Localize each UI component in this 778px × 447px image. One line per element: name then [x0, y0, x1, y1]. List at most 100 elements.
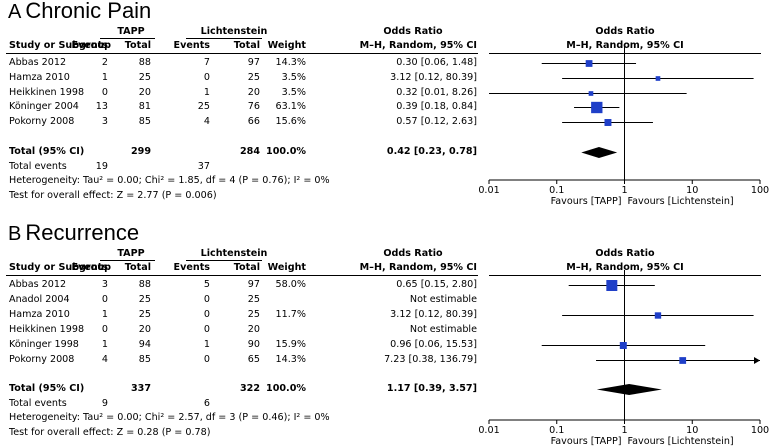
total-label: Total (95% CI) — [9, 383, 85, 394]
group1-header: TAPP — [117, 248, 145, 259]
panel-title-text: Recurrence — [25, 220, 140, 245]
total-lichtenstein: 97 — [247, 279, 260, 290]
events-lichtenstein: 25 — [197, 101, 210, 112]
study-ci: 0.30 [0.06, 1.48] — [396, 57, 477, 68]
total-lichtenstein: 97 — [247, 57, 260, 68]
col-weight: Weight — [267, 262, 306, 273]
favours-right-label: Favours [Lichtenstein] — [628, 196, 734, 207]
study-name: Köninger 1998 — [9, 339, 79, 350]
total-lichtenstein: 25 — [247, 309, 260, 320]
study-ci: 0.57 [0.12, 2.63] — [396, 116, 477, 127]
panel-letter: A — [8, 1, 22, 23]
total-tapp: 85 — [138, 116, 151, 127]
total-n-lichtenstein: 322 — [239, 383, 260, 394]
col-weight: Weight — [267, 40, 306, 51]
study-marker — [604, 119, 612, 126]
total-tapp: 20 — [138, 87, 151, 98]
col-events1: Events — [71, 40, 108, 51]
header-rule-group1 — [100, 38, 155, 39]
heterogeneity-text: Heterogeneity: Tau² = 0.00; Chi² = 2.57,… — [9, 412, 330, 423]
overall-effect-text: Test for overall effect: Z = 0.28 (P = 0… — [9, 427, 211, 438]
total-tapp: 20 — [138, 324, 151, 335]
events-tapp: 0 — [101, 294, 108, 305]
study-marker — [591, 101, 603, 114]
study-name: Hamza 2010 — [9, 72, 70, 83]
col-plot-method: M–H, Random, 95% CI — [566, 262, 684, 273]
study-ci: 0.39 [0.18, 0.84] — [396, 101, 477, 112]
odds-ratio-header: Odds Ratio — [383, 26, 443, 37]
study-ci: 3.12 [0.12, 80.39] — [390, 309, 477, 320]
study-marker — [679, 357, 687, 364]
summary-diamond — [596, 384, 662, 395]
total-events-lichtenstein: 37 — [197, 161, 210, 172]
x-tick-label: 0.01 — [478, 425, 499, 436]
total-events-label: Total events — [9, 398, 67, 409]
total-lichtenstein: 20 — [247, 87, 260, 98]
study-weight: 14.3% — [275, 57, 306, 68]
events-lichtenstein: 0 — [203, 309, 210, 320]
study-marker — [588, 91, 594, 96]
summary-diamond — [581, 147, 618, 158]
group2-header: Lichtenstein — [200, 26, 268, 37]
study-weight: 3.5% — [281, 72, 306, 83]
total-tapp: 25 — [138, 294, 151, 305]
events-lichtenstein: 1 — [203, 339, 210, 350]
col-total1: Total — [124, 40, 151, 51]
col-total2: Total — [233, 262, 260, 273]
total-events-lichtenstein: 6 — [203, 398, 210, 409]
favours-right-label: Favours [Lichtenstein] — [628, 436, 734, 447]
study-name: Köninger 2004 — [9, 101, 79, 112]
events-lichtenstein: 0 — [203, 354, 210, 365]
total-weight: 100.0% — [266, 146, 306, 157]
study-name: Abbas 2012 — [9, 279, 67, 290]
panel-title: B Recurrence — [8, 220, 140, 245]
col-total1: Total — [124, 262, 151, 273]
study-ci: 0.96 [0.06, 15.53] — [390, 339, 477, 350]
col-events1: Events — [71, 262, 108, 273]
events-tapp: 2 — [101, 57, 108, 68]
x-tick-label: 1 — [621, 185, 627, 196]
x-tick-label: 0.01 — [478, 185, 499, 196]
col-study: Study or Subgroup — [9, 262, 111, 273]
total-events-tapp: 9 — [101, 398, 108, 409]
total-n-tapp: 337 — [130, 383, 151, 394]
study-name: Hamza 2010 — [9, 309, 70, 320]
events-lichtenstein: 7 — [203, 57, 210, 68]
panel-title: A Chronic Pain — [8, 0, 151, 22]
header-rule-group1 — [100, 260, 155, 261]
events-lichtenstein: 0 — [203, 294, 210, 305]
study-weight: 63.1% — [275, 101, 306, 112]
study-weight: 58.0% — [275, 279, 306, 290]
study-ci: Not estimable — [409, 324, 477, 335]
x-tick-label: 10 — [686, 425, 698, 436]
total-tapp: 25 — [138, 309, 151, 320]
total-tapp: 25 — [138, 72, 151, 83]
total-lichtenstein: 90 — [247, 339, 260, 350]
events-tapp: 4 — [101, 354, 108, 365]
study-name: Heikkinen 1998 — [9, 87, 85, 98]
x-tick-label: 10 — [686, 185, 698, 196]
overall-effect-text: Test for overall effect: Z = 2.77 (P = 0… — [9, 190, 217, 201]
total-lichtenstein: 65 — [247, 354, 260, 365]
study-name: Pokorny 2008 — [9, 116, 75, 127]
study-name: Pokorny 2008 — [9, 354, 75, 365]
events-tapp: 3 — [101, 116, 108, 127]
total-events-label: Total events — [9, 161, 67, 172]
total-lichtenstein: 66 — [247, 116, 260, 127]
study-name: Anadol 2004 — [9, 294, 70, 305]
events-tapp: 1 — [101, 309, 108, 320]
col-events2: Events — [173, 40, 210, 51]
x-tick-label: 0.1 — [549, 185, 564, 196]
col-events2: Events — [173, 262, 210, 273]
study-ci: 7.23 [0.38, 136.79] — [384, 354, 477, 365]
events-tapp: 0 — [101, 324, 108, 335]
total-tapp: 81 — [138, 101, 151, 112]
col-plot-method: M–H, Random, 95% CI — [566, 40, 684, 51]
study-weight: 11.7% — [275, 309, 306, 320]
total-weight: 100.0% — [266, 383, 306, 394]
total-events-tapp: 19 — [95, 161, 108, 172]
header-rule-group2 — [186, 38, 262, 39]
favours-left-label: Favours [TAPP] — [551, 196, 622, 207]
panel-letter: B — [8, 223, 22, 245]
total-label: Total (95% CI) — [9, 146, 85, 157]
